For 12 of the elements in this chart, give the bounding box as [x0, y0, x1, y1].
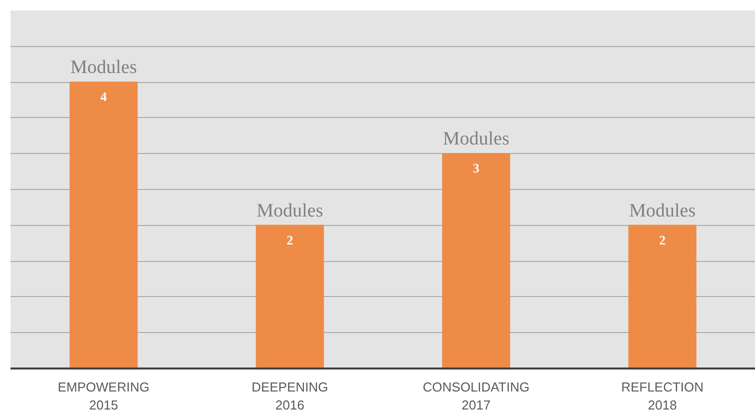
data-label: 4	[100, 89, 108, 104]
x-tick-label: CONSOLIDATING 2017	[422, 380, 530, 412]
annotation: Modules	[442, 128, 510, 150]
annotation: Modules	[256, 200, 324, 222]
x-tick-label: EMPOWERING 2015	[58, 380, 150, 412]
annotation: Modules	[70, 57, 137, 78]
data-label: 2	[659, 232, 666, 248]
data-label: 3	[472, 160, 480, 176]
x-tick-label: DEEPENING 2016	[252, 380, 328, 412]
annotation: Modules	[629, 200, 696, 222]
data-label: 2	[286, 232, 294, 248]
x-tick-label: REFLECTION 2018	[621, 380, 704, 412]
